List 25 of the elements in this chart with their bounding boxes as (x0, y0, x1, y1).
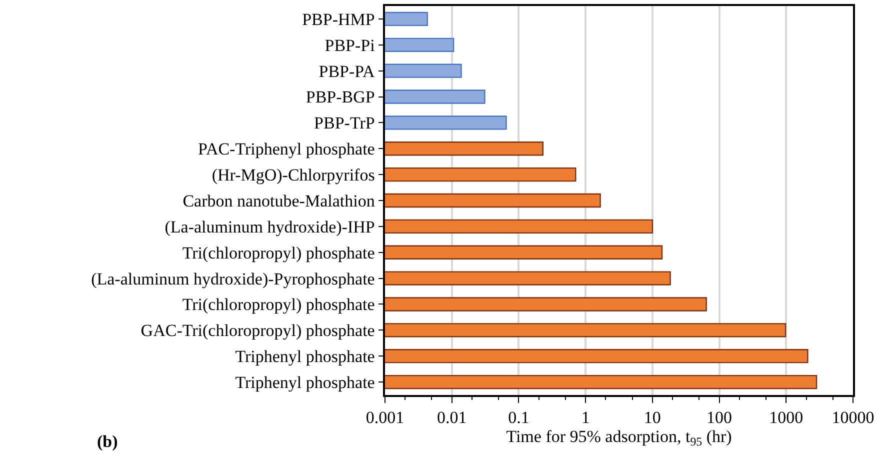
y-tick-label: PBP-PA (318, 62, 376, 81)
y-tick-label: Triphenyl phosphate (235, 372, 375, 392)
x-tick-label: 100 (706, 408, 732, 428)
y-tick-label: PBP-TrP (314, 114, 375, 133)
y-tick-label: Carbon nanotube-Malathion (182, 191, 376, 210)
y-tick-label: PAC-Triphenyl phosphate (198, 140, 375, 159)
y-tick-label: Tri(chloropropyl) phosphate (182, 243, 375, 262)
text: (b) (97, 432, 118, 451)
x-axis-title: Time for 95% adsorption, t$_{95}$ (hr) (506, 427, 732, 449)
y-tick-label: (La-aluminum hydroxide)-IHP (164, 217, 375, 236)
y-tick-label: PBP-BGP (306, 88, 375, 107)
y-tick-label: (Hr-MgO)-Chlorpyrifos (212, 166, 375, 185)
x-tick-label: 0.01 (436, 408, 467, 428)
x-tick-label: 1000 (769, 408, 804, 428)
y-tick-label: PBP-Pi (324, 36, 376, 55)
y-tick-label: (La-aluminum hydroxide)-Pyrophosphate (91, 269, 375, 288)
x-tick-label: 1 (581, 408, 590, 428)
y-tick-label: Tri(chloropropyl) phosphate (182, 295, 375, 314)
y-tick-label: PBP-HMP (302, 10, 375, 29)
y-tick-label: GAC-Tri(chloropropyl) phosphate (140, 321, 375, 340)
x-tick-label: 0.001 (366, 408, 404, 428)
x-tick-label: 0.1 (508, 408, 530, 428)
x-tick-label: 10 (644, 408, 661, 428)
x-tick-label: 10000 (832, 408, 874, 428)
y-tick-label: Triphenyl phosphate (235, 347, 375, 366)
